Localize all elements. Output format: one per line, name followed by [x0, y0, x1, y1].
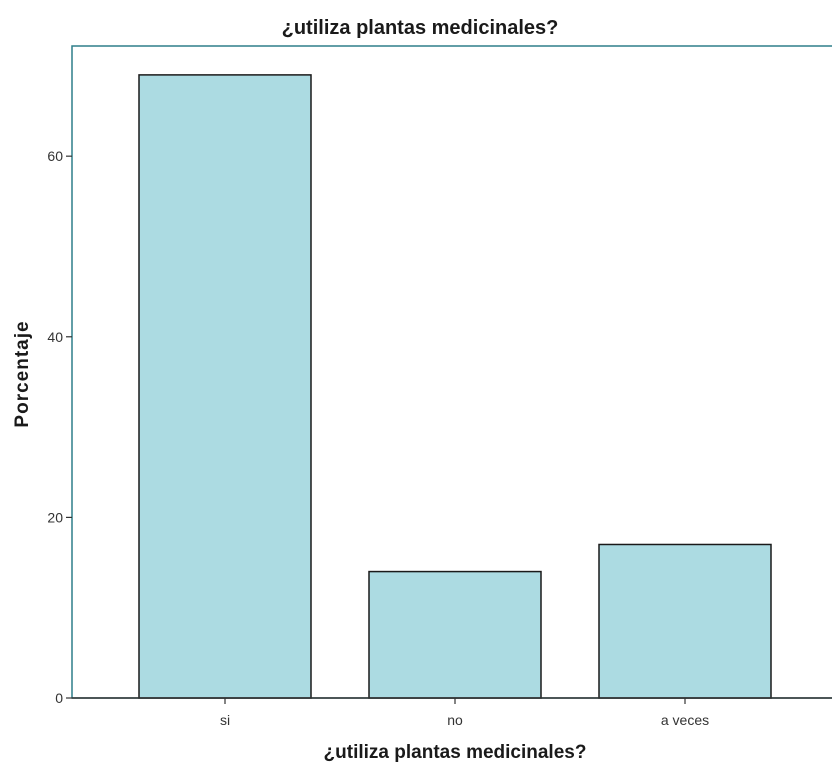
bar-a-veces [598, 543, 772, 699]
y-tick-label: 20 [47, 509, 63, 525]
x-axis-ticks: si no a veces [220, 698, 709, 728]
y-tick-label: 60 [47, 148, 63, 164]
x-tick-label: a veces [661, 712, 709, 728]
bar-si [138, 74, 312, 699]
y-tick-label: 0 [55, 690, 63, 706]
x-tick-label: si [220, 712, 230, 728]
y-axis-label: Porcentaje [12, 320, 33, 427]
bars [138, 74, 772, 699]
x-axis-label: ¿utiliza plantas medicinales? [324, 742, 587, 763]
y-axis-ticks: 0 20 40 60 [47, 148, 72, 706]
bar-no [368, 570, 542, 699]
y-tick-label: 40 [47, 329, 63, 345]
chart-title: ¿utiliza plantas medicinales? [282, 17, 559, 39]
x-tick-label: no [447, 712, 463, 728]
